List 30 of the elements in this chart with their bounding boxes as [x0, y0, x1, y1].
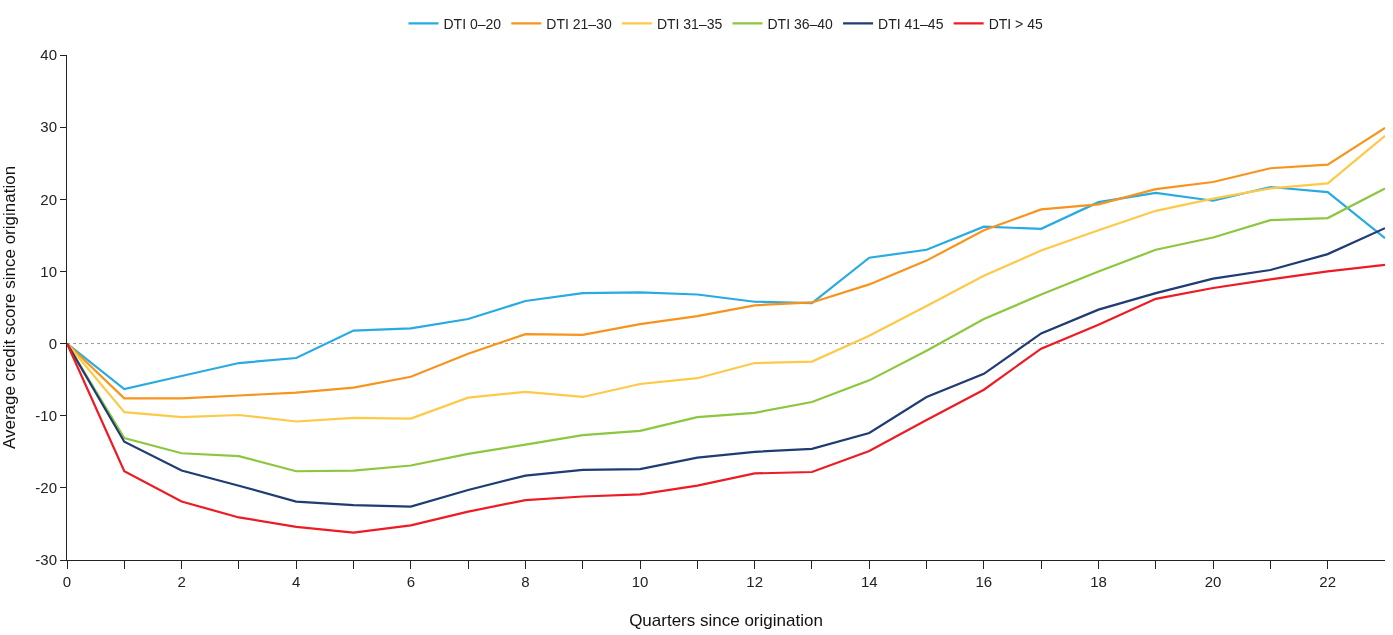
- x-tick-label: 12: [746, 573, 763, 590]
- y-tick-label: 30: [40, 118, 57, 136]
- y-tick-label: 40: [40, 46, 57, 64]
- y-tick-label: 10: [40, 262, 57, 280]
- x-tick-label: 14: [860, 573, 878, 590]
- y-tick-label: 0: [48, 334, 57, 352]
- y-tick-label: 20: [40, 190, 57, 208]
- y-tick-label: -30: [35, 551, 57, 569]
- x-tick-label: 6: [406, 573, 415, 590]
- line-series: [67, 263, 1385, 534]
- line-series: [67, 227, 1385, 508]
- legend-label: DTI 0–20: [443, 15, 502, 32]
- y-tick-label: -20: [35, 479, 57, 497]
- x-tick-label: 10: [631, 573, 649, 590]
- legend-label: DTI 41–45: [878, 15, 944, 32]
- x-tick-label: 18: [1090, 573, 1107, 590]
- x-tick-label: 2: [177, 573, 186, 590]
- legend-label: DTI 21–30: [546, 15, 612, 32]
- x-tick-label: 22: [1319, 573, 1337, 590]
- x-tick-label: 0: [62, 573, 72, 590]
- x-tick-label: 16: [975, 573, 993, 590]
- legend-label: DTI > 45: [988, 15, 1043, 32]
- x-tick-label: 20: [1204, 573, 1222, 590]
- x-tick-label: 8: [521, 573, 530, 590]
- y-tick-label: -10: [35, 406, 57, 424]
- y-axis-title: Average credit score since origination: [0, 165, 19, 450]
- legend-label: DTI 36–40: [767, 15, 834, 32]
- legend-label: DTI 31–35: [656, 15, 723, 32]
- x-tick-label: 4: [292, 573, 301, 590]
- x-axis-title: Quarters since origination: [629, 611, 823, 631]
